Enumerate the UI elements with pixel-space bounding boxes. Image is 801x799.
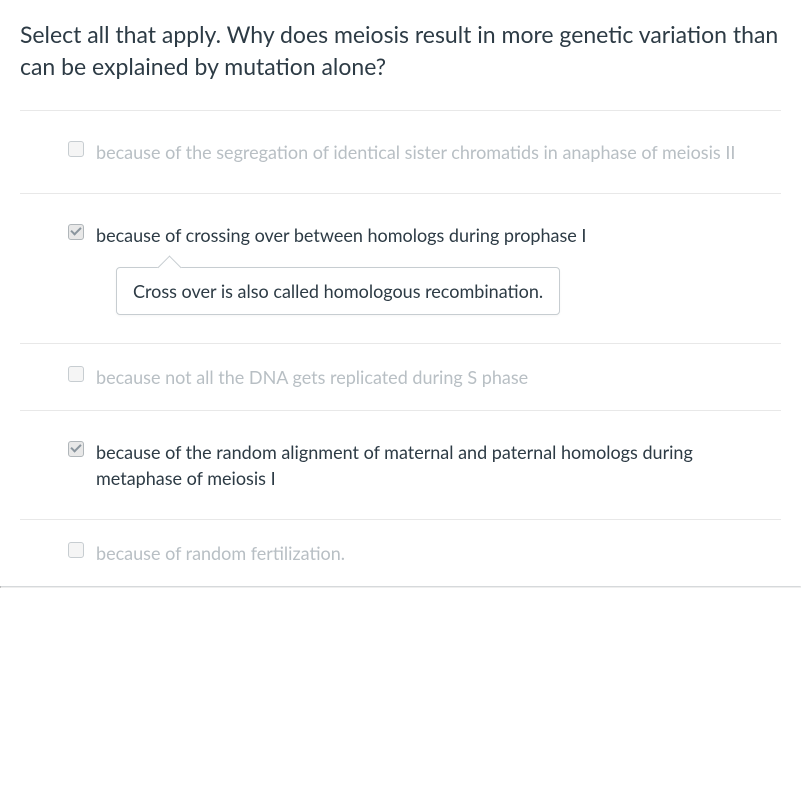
- answer-inner: because of random fertilization.: [68, 540, 781, 566]
- answer-inner: because of the random alignment of mater…: [68, 439, 781, 491]
- section-divider: [0, 586, 801, 588]
- answer-option[interactable]: because of random fertilization.: [20, 520, 781, 586]
- answer-label: because not all the DNA gets replicated …: [96, 364, 528, 390]
- answer-label: because of the segregation of identical …: [96, 139, 735, 165]
- answers-list: because of the segregation of identical …: [20, 110, 781, 586]
- answer-label: because of random fertilization.: [96, 540, 345, 566]
- checkbox-icon[interactable]: [68, 542, 84, 558]
- answer-option[interactable]: because not all the DNA gets replicated …: [20, 344, 781, 411]
- answer-option[interactable]: because of the random alignment of mater…: [20, 411, 781, 520]
- question-container: Select all that apply. Why does meiosis …: [0, 0, 801, 586]
- checkbox-icon[interactable]: [68, 141, 84, 157]
- answer-option[interactable]: because of crossing over between homolog…: [20, 194, 781, 343]
- checkbox-icon[interactable]: [68, 441, 84, 457]
- checkbox-icon[interactable]: [68, 224, 84, 240]
- answer-tooltip: Cross over is also called homologous rec…: [116, 267, 560, 315]
- answer-inner: because of crossing over between homolog…: [68, 222, 781, 248]
- answer-option[interactable]: because of the segregation of identical …: [20, 111, 781, 194]
- question-prompt: Select all that apply. Why does meiosis …: [20, 18, 781, 82]
- answer-inner: because of the segregation of identical …: [68, 139, 781, 165]
- answer-label: because of the random alignment of mater…: [96, 439, 781, 491]
- checkbox-icon[interactable]: [68, 366, 84, 382]
- answer-label: because of crossing over between homolog…: [96, 222, 586, 248]
- tooltip-container: Cross over is also called homologous rec…: [68, 267, 781, 315]
- answer-inner: because not all the DNA gets replicated …: [68, 364, 781, 390]
